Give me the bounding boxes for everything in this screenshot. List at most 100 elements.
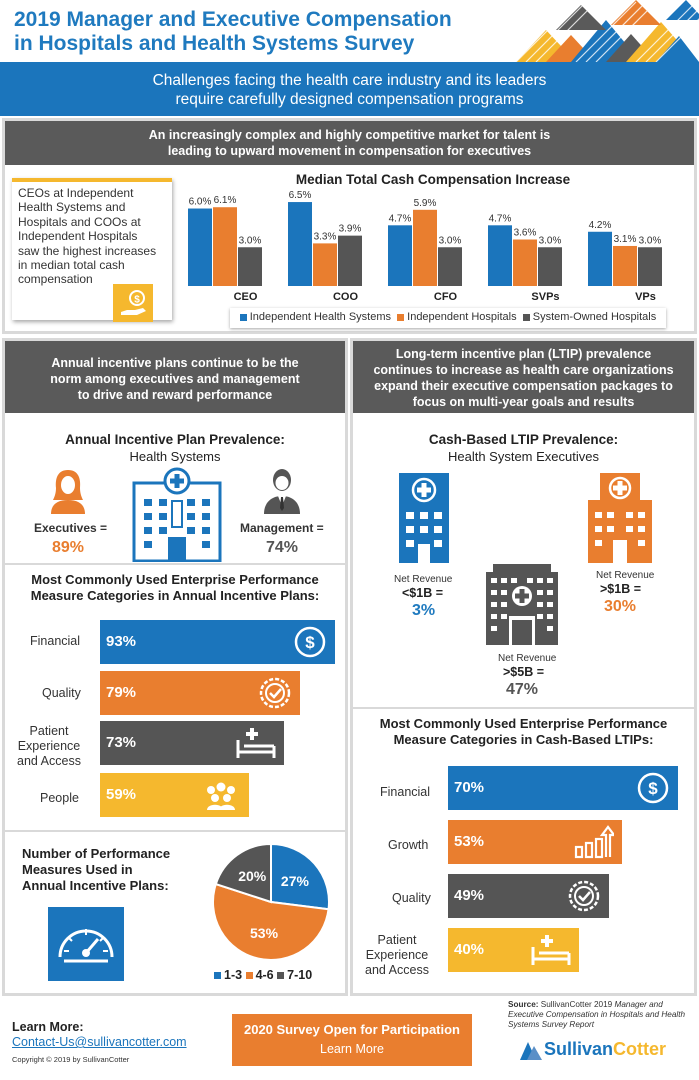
bar-cfo-independent-health-systems <box>388 225 412 286</box>
pie-legend-item-7-10: 7-10 <box>277 968 312 982</box>
tick-label-cfo: CFO <box>434 291 458 303</box>
money-hand-icon: $ <box>113 284 153 322</box>
revenue-large-value: 47% <box>506 681 539 698</box>
ltip-panel <box>350 338 697 996</box>
measure-value-quality: 79% <box>106 684 137 701</box>
people-icon <box>207 782 235 810</box>
data-label-svps-independent-health-systems: 4.7% <box>489 213 512 224</box>
bar-svps-independent-health-systems <box>488 225 512 286</box>
page-title: 2019 Manager and Executive Compensation … <box>14 8 452 55</box>
ltip-bar-patient-experience: 40% <box>448 928 579 972</box>
bar-ceo-independent-health-systems <box>188 208 212 286</box>
chart-title: Median Total Cash Compensation Increase <box>295 172 571 187</box>
revenue-small-value: 3% <box>412 602 436 619</box>
tick-label-svps: SVPs <box>531 291 559 303</box>
dollar-icon: $ <box>294 626 326 658</box>
tick-label-coo: COO <box>333 291 359 303</box>
data-label-ceo-system-owned-hospitals: 3.0% <box>239 235 262 246</box>
ltip-label-financial: Financial <box>380 785 431 799</box>
bar-coo-independent-hospitals <box>313 243 337 286</box>
ltip-label-patient-experience: Patient Experience and Access <box>365 933 429 977</box>
ltip-value-financial: 70% <box>454 779 485 796</box>
management-label: Management = <box>240 521 324 535</box>
callout-box: CEOs at Independent Health Systems and H… <box>12 178 172 322</box>
medium-hospital-icon <box>588 473 652 563</box>
svg-text:$: $ <box>134 295 140 306</box>
measure-count-title: Number of Performance Measures Used in A… <box>22 846 171 893</box>
svg-text:$: $ <box>648 779 658 798</box>
measure-label-quality: Quality <box>42 686 81 700</box>
pie-legend-item-1-3: 1-3 <box>214 968 242 982</box>
badge-check-icon <box>259 677 291 709</box>
ltip-measures-title: Most Commonly Used Enterprise Performanc… <box>379 716 668 747</box>
data-label-coo-independent-hospitals: 3.3% <box>314 231 337 242</box>
manager-man-icon <box>264 469 300 514</box>
cta-title: 2020 Survey Open for Participation <box>243 1022 461 1037</box>
contact-email-link[interactable]: Contact-Us@sullivancotter.com <box>12 1035 187 1049</box>
divider <box>5 563 345 565</box>
callout-text: CEOs at Independent Health Systems and H… <box>18 186 157 287</box>
hospital-bed-icon <box>531 935 571 965</box>
divider <box>353 707 694 709</box>
annual-incentive-panel <box>2 338 348 996</box>
ltip-prevalence-title: Cash-Based LTIP Prevalence: Health Syste… <box>428 432 619 464</box>
measure-label-patient-experience: Patient Experience and Access <box>17 724 81 768</box>
small-hospital-icon <box>399 473 449 563</box>
pie-slice-1-3 <box>270 842 330 911</box>
bar-coo-independent-health-systems <box>288 202 312 286</box>
bar-cfo-independent-hospitals <box>413 209 437 286</box>
survey-cta-button[interactable]: 2020 Survey Open for Participation Learn… <box>232 1014 472 1066</box>
subtitle-text: Challenges facing the health care indust… <box>152 72 547 108</box>
aip-measures-title: Most Commonly Used Enterprise Performanc… <box>30 572 320 603</box>
ltip-value-patient-experience: 40% <box>454 941 485 958</box>
bar-cfo-system-owned-hospitals <box>438 247 462 286</box>
pie-label-7-10: 20% <box>238 868 267 884</box>
badge-check-icon <box>568 880 600 912</box>
data-label-ceo-independent-health-systems: 6.0% <box>189 197 212 208</box>
source-note: Source: SullivanCotter 2019 Manager and … <box>508 1000 686 1029</box>
measure-value-patient-experience: 73% <box>106 734 137 751</box>
revenue-medium-label: Net Revenue <box>596 570 655 581</box>
measure-bar-financial: 93% $ <box>100 620 335 664</box>
right-banner: Long-term incentive plan (LTIP) prevalen… <box>353 341 694 413</box>
hospital-building-icon <box>132 467 222 562</box>
ltip-label-quality: Quality <box>392 891 431 905</box>
large-hospital-icon <box>486 564 558 645</box>
revenue-medium-range: >$1B = <box>600 582 642 596</box>
ltip-bar-quality: 49% <box>448 874 609 918</box>
tick-label-vps: VPs <box>635 291 656 303</box>
data-label-vps-system-owned-hospitals: 3.0% <box>639 235 662 246</box>
management-value: 74% <box>266 539 299 556</box>
legend-item-system-owned-hospitals: System-Owned Hospitals <box>522 311 656 323</box>
executives-label: Executives = <box>34 521 108 535</box>
revenue-small-label: Net Revenue <box>394 574 453 585</box>
measure-count-pie: 27% 53% 20% <box>212 842 330 961</box>
bar-vps-system-owned-hospitals <box>638 247 662 286</box>
data-label-svps-system-owned-hospitals: 3.0% <box>539 235 562 246</box>
tick-label-ceo: CEO <box>234 291 258 303</box>
measure-bar-quality: 79% <box>100 671 300 715</box>
pie-label-1-3: 27% <box>281 873 310 889</box>
pie-label-4-6: 53% <box>250 925 279 941</box>
median-compensation-chart: Median Total Cash Compensation Increase … <box>178 168 693 330</box>
aip-prevalence-title: Annual Incentive Plan Prevalence: Health… <box>65 432 285 464</box>
data-label-cfo-system-owned-hospitals: 3.0% <box>439 235 462 246</box>
revenue-medium-value: 30% <box>604 598 637 615</box>
data-label-ceo-independent-hospitals: 6.1% <box>214 195 237 206</box>
bar-svps-independent-hospitals <box>513 239 537 286</box>
measure-bar-patient-experience: 73% <box>100 721 284 765</box>
subtitle-banner: Challenges facing the health care indust… <box>0 62 699 116</box>
logo-mark-icon <box>520 1042 542 1060</box>
header-pattern-graphic <box>516 0 699 62</box>
pie-legend: 1-3 4-6 7-10 <box>214 968 312 982</box>
svg-text:$: $ <box>305 633 315 652</box>
bar-chart-svg: 6.0% 6.1%3.0%CEO6.5%3.3%3.9%COO4.7%5.9%3.… <box>188 190 662 303</box>
data-label-cfo-independent-health-systems: 4.7% <box>389 213 412 224</box>
executives-value: 89% <box>52 539 85 556</box>
pie-slice-4-6 <box>212 882 330 961</box>
bar-coo-system-owned-hospitals <box>338 235 362 286</box>
data-label-vps-independent-hospitals: 3.1% <box>614 234 637 245</box>
bar-vps-independent-hospitals <box>613 245 637 286</box>
measure-label-financial: Financial <box>30 634 81 648</box>
growth-chart-icon <box>574 825 614 859</box>
